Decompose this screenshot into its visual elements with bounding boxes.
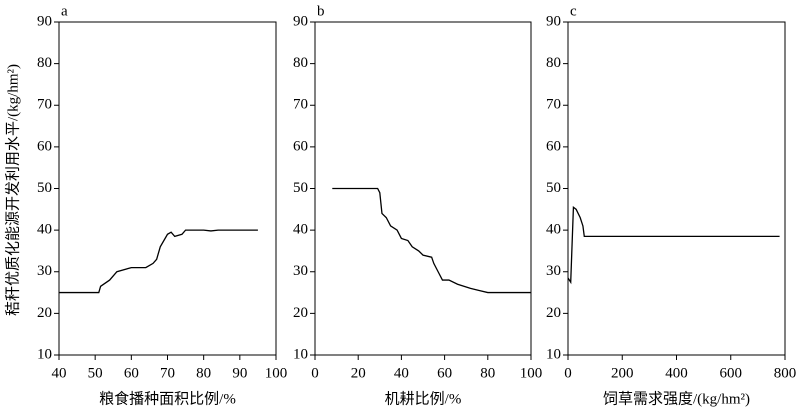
y-tick-label: 60 [546, 138, 561, 154]
x-tick-label: 100 [520, 365, 543, 381]
x-tick-label: 90 [232, 365, 247, 381]
y-tick-label: 20 [546, 305, 561, 321]
x-tick-label: 70 [160, 365, 175, 381]
y-tick-label: 40 [37, 222, 52, 238]
panel-label: a [61, 3, 68, 19]
x-tick-label: 40 [52, 365, 67, 381]
plot-frame [58, 21, 277, 356]
y-tick-label: 40 [293, 222, 308, 238]
data-line [332, 187, 531, 294]
y-tick-label: 70 [37, 97, 52, 113]
y-tick-label: 60 [293, 138, 308, 154]
plot-frame [567, 21, 786, 356]
y-tick-label: 40 [546, 222, 561, 238]
y-tick-label: 10 [293, 346, 308, 362]
x-axis-label: 机耕比例/% [385, 389, 462, 407]
x-tick-label: 400 [665, 365, 688, 381]
y-tick-label: 80 [37, 55, 52, 71]
data-line [59, 229, 258, 294]
y-tick-label: 90 [546, 13, 561, 29]
x-tick-label: 600 [720, 365, 743, 381]
y-tick-label: 50 [293, 180, 308, 196]
x-tick-label: 40 [394, 365, 409, 381]
y-tick-label: 20 [293, 305, 308, 321]
y-tick-label: 90 [293, 13, 308, 29]
x-tick-label: 20 [351, 365, 366, 381]
x-tick-label: 60 [437, 365, 452, 381]
x-tick-label: 50 [88, 365, 103, 381]
x-tick-label: 0 [311, 365, 319, 381]
y-tick-label: 60 [37, 138, 52, 154]
y-tick-label: 50 [546, 180, 561, 196]
y-tick-label: 20 [37, 305, 52, 321]
y-tick-label: 90 [37, 13, 52, 29]
y-axis-label: 秸秆优质化能源开发利用水平/(kg/hm²) [4, 64, 21, 316]
y-tick-label: 30 [546, 263, 561, 279]
x-tick-label: 80 [196, 365, 211, 381]
x-tick-label: 200 [611, 365, 634, 381]
y-tick-label: 30 [293, 263, 308, 279]
y-tick-label: 10 [37, 346, 52, 362]
x-tick-label: 80 [480, 365, 495, 381]
data-line [567, 205, 780, 285]
x-tick-label: 800 [774, 365, 797, 381]
y-tick-label: 80 [546, 55, 561, 71]
y-tick-label: 30 [37, 263, 52, 279]
y-tick-label: 50 [37, 180, 52, 196]
y-tick-label: 70 [293, 97, 308, 113]
panel-label: b [317, 3, 325, 19]
x-tick-label: 60 [124, 365, 139, 381]
y-tick-label: 70 [546, 97, 561, 113]
panel-label: c [570, 3, 577, 19]
x-axis-label: 粮食播种面积比例/% [99, 390, 236, 407]
x-tick-label: 100 [265, 365, 288, 381]
y-tick-label: 80 [293, 55, 308, 71]
y-tick-label: 10 [546, 346, 561, 362]
x-axis-label: 饲草需求强度/(kg/hm²) [603, 390, 750, 407]
x-tick-label: 0 [564, 365, 572, 381]
